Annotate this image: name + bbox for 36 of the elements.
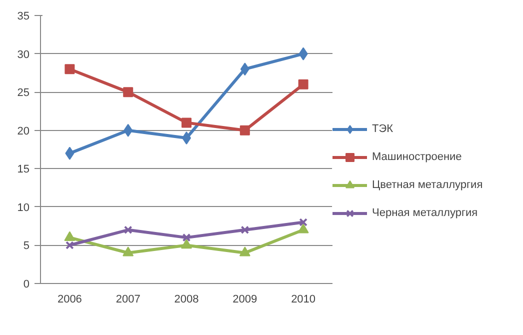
point <box>182 233 191 242</box>
point <box>240 62 250 76</box>
x-tick-label: 2006 <box>57 294 82 306</box>
point <box>64 64 75 74</box>
point <box>298 224 309 234</box>
x-tick-label: 2009 <box>232 294 258 306</box>
point <box>122 246 134 256</box>
y-tick-label: 30 <box>17 48 30 61</box>
y-tick-label: 20 <box>17 125 30 138</box>
point <box>182 118 192 128</box>
point <box>66 241 74 250</box>
legend-label: ТЭК <box>372 123 394 135</box>
point <box>124 124 133 137</box>
x-tick-label: 2008 <box>174 294 199 306</box>
x-tick-label: 2010 <box>291 294 316 306</box>
point <box>298 79 308 90</box>
y-tick-label: 25 <box>17 87 30 100</box>
point <box>65 146 74 160</box>
point <box>298 47 308 60</box>
point <box>124 226 132 234</box>
point <box>240 125 250 136</box>
point <box>181 238 192 249</box>
point <box>123 87 134 98</box>
legend-label: Машиностроение <box>372 151 462 163</box>
y-tick-label: 35 <box>17 10 30 22</box>
y-tick-label: 15 <box>17 164 30 176</box>
y-tick-label: 0 <box>23 278 30 290</box>
point <box>64 231 76 241</box>
legend-label: Черная металлургия <box>372 207 478 219</box>
point <box>240 226 250 234</box>
legend-label: Цветная металлургия <box>372 179 483 191</box>
y-tick-label: 10 <box>17 202 30 214</box>
y-tick-label: 5 <box>23 240 30 252</box>
x-tick-label: 2007 <box>116 294 140 306</box>
point <box>299 218 308 226</box>
point <box>239 246 250 256</box>
